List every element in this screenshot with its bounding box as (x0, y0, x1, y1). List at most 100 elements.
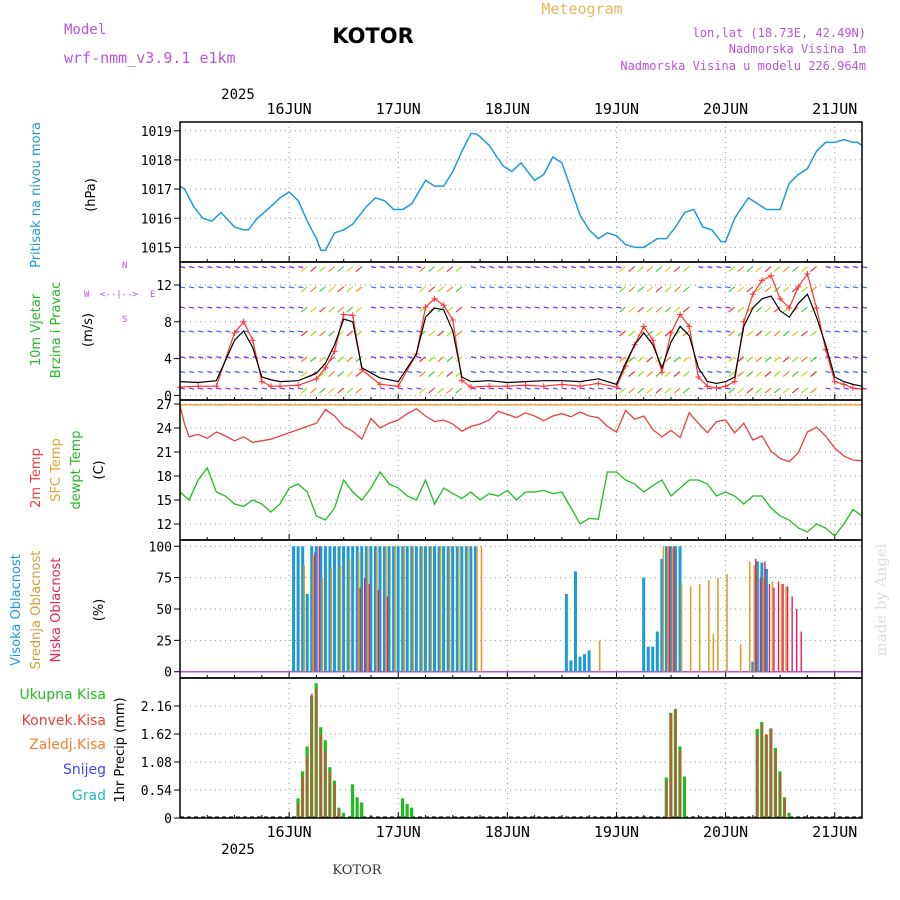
wind-arrow (810, 356, 817, 363)
wind-arrow (243, 387, 249, 390)
bottom-date-label: 17JUN (376, 823, 421, 841)
cloud-bar (303, 565, 305, 672)
wind-arrow (737, 387, 745, 394)
wind-arrow (279, 266, 286, 269)
wind-arrow (628, 266, 636, 273)
cloud-bar (673, 546, 675, 672)
wind-arrow (534, 387, 540, 390)
wind-arrow (707, 330, 713, 333)
wind-arrow (561, 370, 568, 374)
wind-arrow (479, 306, 486, 309)
wind-arrow (607, 330, 613, 333)
wind-arrow (261, 330, 267, 333)
wind-arrow (252, 370, 258, 374)
wind-arrow (216, 330, 222, 333)
wind-gust-point (213, 383, 220, 390)
wind-arrow (370, 306, 377, 309)
wind-arrow (852, 306, 859, 309)
wind-arrow (607, 387, 613, 390)
wind-arrow (416, 286, 422, 289)
cloud-bar (759, 577, 762, 672)
wind-arrow (673, 266, 681, 273)
wind-arrow (225, 266, 231, 269)
wind-arrow (791, 266, 799, 273)
wind-gust-point (486, 383, 493, 390)
ytick-label: 0 (164, 666, 172, 681)
wind-arrow (516, 370, 522, 374)
wind-arrow (198, 286, 204, 289)
dewpt-label: dewpt Temp (69, 430, 84, 509)
cloud-bar (321, 577, 324, 672)
legend-snijeg: Snijeg (63, 762, 106, 778)
wind-arrow (861, 370, 868, 374)
wind-arrow (616, 286, 622, 289)
cloud-bar (660, 558, 664, 672)
wind-arrow (664, 306, 672, 313)
wind-arrow (346, 387, 354, 394)
wind-arrow (225, 330, 231, 333)
wind-arrow (764, 266, 772, 273)
panel-2: 12 15 18 21 24 27 (156, 398, 863, 541)
wind-arrow (328, 286, 335, 293)
altitude-label: Nadmorska Visina 1m (729, 42, 866, 56)
wind-arrow (655, 266, 663, 273)
wind-arrow (437, 371, 445, 377)
wind-arrow (655, 387, 663, 394)
wind-arrow (707, 286, 713, 289)
wind-arrow (428, 387, 435, 394)
cloud-bar (368, 583, 371, 672)
wind-arrow (398, 306, 404, 309)
wind-arrow (589, 286, 595, 289)
wind-arrow (498, 286, 504, 289)
wind-arrow (764, 286, 772, 293)
wind-arrow (698, 286, 704, 289)
wind-arrow (498, 266, 504, 269)
wind-arrow (655, 286, 663, 293)
wind-arrow (407, 370, 413, 374)
wind-arrow (525, 370, 531, 374)
wind-arrow (300, 330, 308, 337)
cloud-bar (339, 565, 342, 672)
wind-arrow (298, 370, 304, 374)
compass-e: E (150, 290, 155, 300)
wind-arrow (716, 266, 722, 269)
wind-arrow (455, 330, 463, 337)
ytick-label: 4 (164, 353, 172, 368)
wind-arrow (782, 356, 790, 363)
wind-gust-point (349, 312, 356, 319)
wind-gust-point (231, 329, 238, 336)
wind-arrow (725, 370, 731, 374)
wind-arrow (655, 330, 663, 337)
wind-arrow (179, 266, 186, 269)
cloud-bar (680, 583, 683, 672)
wind-arrow (589, 266, 595, 269)
cloud-bar (423, 546, 427, 672)
wind-arrow (198, 306, 204, 309)
wind-arrow (543, 286, 549, 289)
wind-arrow (801, 306, 808, 313)
precip-total-bar (355, 797, 359, 818)
wind-arrow (755, 371, 763, 377)
wind-arrow (216, 387, 222, 390)
wind-arrow (419, 266, 426, 273)
wind-arrow (470, 266, 477, 269)
cloud-bar (755, 558, 757, 672)
cloud-bar (378, 546, 382, 672)
wind-arrow (489, 370, 495, 374)
dewpoint-line (179, 466, 863, 537)
wind-arrow (543, 306, 549, 309)
cloud-bar (800, 631, 802, 672)
wind-arrow (725, 387, 731, 390)
cloud-bar (777, 581, 780, 672)
wind-arrow (319, 387, 326, 394)
wind-arrow (673, 387, 681, 394)
ytick-label: 1.08 (141, 756, 172, 771)
wind-arrow (470, 387, 477, 390)
wind-arrow (234, 286, 240, 289)
precip-total-bar (405, 804, 409, 818)
precip-conv-bar (770, 728, 772, 818)
wind-arrow (628, 371, 636, 377)
wind-arrow (646, 387, 654, 394)
wind-arrow (298, 330, 304, 333)
wind-arrow (507, 306, 513, 309)
